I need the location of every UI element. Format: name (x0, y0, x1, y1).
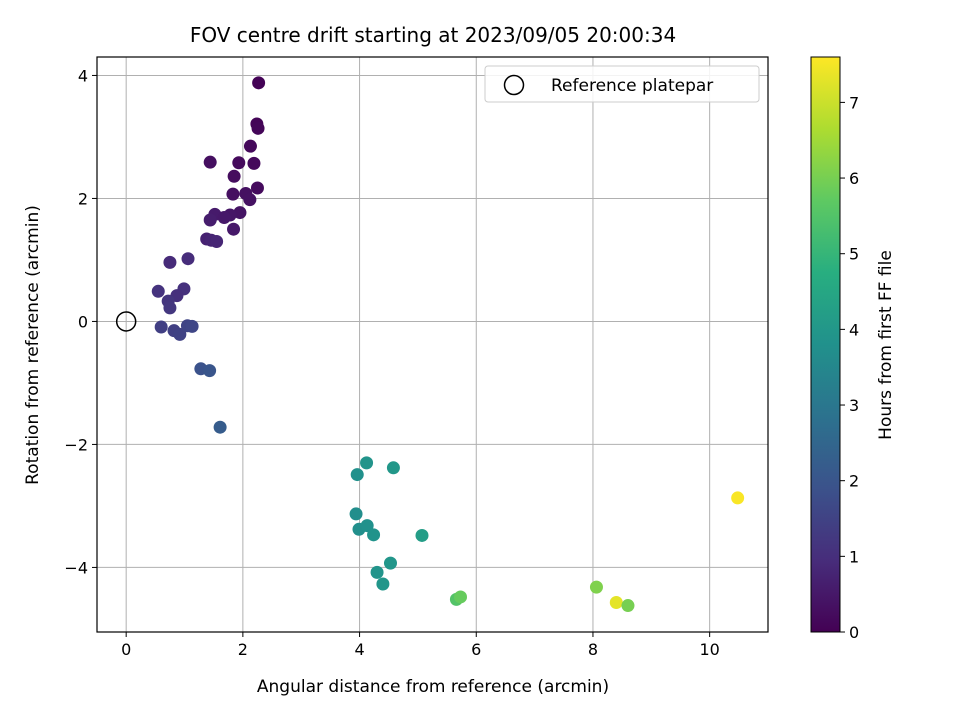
x-axis-label: Angular distance from reference (arcmin) (257, 677, 609, 697)
legend-marker-open-circle (503, 74, 525, 96)
colorbar-tick-label: 4 (849, 320, 859, 339)
scatter-point (251, 121, 265, 135)
legend-box (484, 65, 760, 103)
scatter-point (163, 301, 177, 315)
colorbar-tick-label: 2 (849, 472, 859, 491)
scatter-point (621, 599, 635, 613)
scatter-point (243, 193, 257, 207)
scatter-point (252, 76, 266, 90)
x-tick-label: 2 (238, 640, 248, 659)
scatter-point (370, 565, 384, 579)
y-tick-label: −2 (64, 435, 88, 454)
colorbar-tick-label: 0 (849, 623, 859, 642)
scatter-point (350, 468, 364, 482)
scatter-point (203, 213, 217, 227)
scatter-point (360, 456, 374, 470)
x-tick-label: 8 (588, 640, 598, 659)
scatter-point (154, 320, 168, 334)
colorbar-tick-label: 6 (849, 169, 859, 188)
colorbar-gradient (810, 56, 841, 633)
y-tick-label: 0 (78, 312, 88, 331)
x-tick-label: 10 (699, 640, 719, 659)
scatter-point (203, 364, 217, 378)
scatter-point (360, 519, 374, 533)
scatter-point (181, 252, 195, 266)
scatter-points (151, 76, 745, 613)
scatter-point (454, 590, 468, 604)
scatter-point (731, 491, 745, 505)
legend-entry-reference-platepar: Reference platepar (551, 76, 713, 96)
scatter-point (173, 327, 187, 341)
scatter-point (609, 595, 623, 609)
chart-title: FOV centre drift starting at 2023/09/05 … (190, 23, 676, 47)
scatter-point (226, 187, 240, 201)
scatter-point (247, 156, 261, 170)
colorbar-tick-label: 3 (849, 396, 859, 415)
reference-platepar-point (115, 311, 137, 332)
scatter-point (213, 420, 227, 434)
scatter-point (376, 577, 390, 591)
colorbar-ticks: 0 1 2 3 4 5 6 7 (840, 93, 859, 642)
scatter-point (227, 169, 241, 183)
y-axis-label: Rotation from reference (arcmin) (23, 205, 43, 485)
scatter-point (589, 580, 603, 594)
scatter-point (210, 234, 224, 248)
scatter-point (367, 528, 381, 542)
scatter-point (349, 507, 363, 521)
scatter-point (233, 206, 247, 220)
y-tick-label: −4 (64, 558, 88, 577)
scatter-point (232, 156, 246, 170)
scatter-point (227, 222, 241, 236)
reference-marker (115, 311, 137, 332)
colorbar-tick-label: 5 (849, 245, 859, 264)
scatter-point (163, 255, 177, 269)
x-tick-label: 6 (471, 640, 481, 659)
scatter-point (243, 139, 257, 153)
colorbar-tick-label: 1 (849, 547, 859, 566)
scatter-point (151, 284, 165, 298)
scatter-point (203, 155, 217, 169)
x-tick-label: 4 (354, 640, 364, 659)
scatter-point (250, 181, 264, 195)
colorbar: 0 1 2 3 4 5 6 7 Hours from first FF file (810, 56, 896, 642)
grid-lines (97, 57, 768, 632)
colorbar-tick-label: 7 (849, 93, 859, 112)
scatter-point (217, 211, 231, 225)
y-tick-label: 4 (78, 66, 88, 85)
y-axis-ticks: −4 −2 0 2 4 (64, 66, 97, 577)
colorbar-label: Hours from first FF file (876, 250, 896, 440)
y-tick-label: 2 (78, 189, 88, 208)
x-tick-label: 0 (121, 640, 131, 659)
scatter-point (386, 461, 400, 475)
scatter-point (383, 556, 397, 570)
scatter-point (185, 319, 199, 333)
legend: Reference platepar (484, 65, 760, 103)
plot-frame (96, 56, 769, 633)
scatter-point (415, 528, 429, 542)
x-axis-ticks: 0 2 4 6 8 10 (121, 632, 720, 659)
